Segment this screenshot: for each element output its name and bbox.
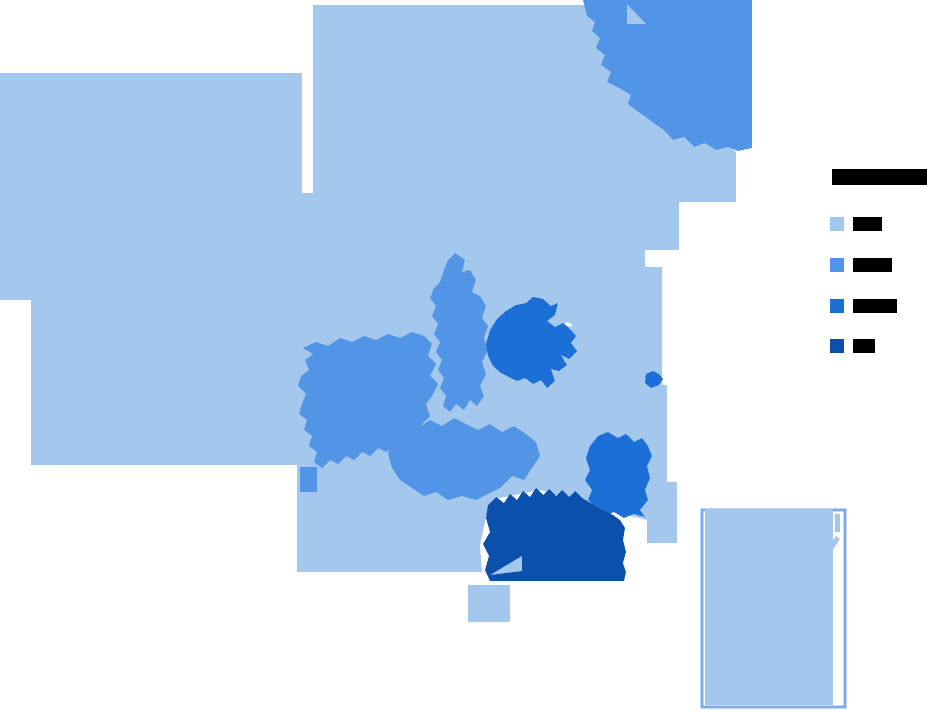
map-region-northeast[interactable] [583,0,752,151]
map-notch-northeast-triangle [627,4,646,24]
inset-dash-mark [828,536,840,551]
inset-island-mark [835,514,840,532]
legend-title-redacted [832,169,927,185]
legend-label-redacted-2 [853,258,892,272]
legend-label-redacted-4 [853,339,875,353]
legend-swatch-level2 [830,258,844,272]
map-notch-south-light [490,556,522,575]
legend-label-redacted-1 [853,217,882,231]
map-mark-white-dash [565,322,572,327]
legend-label-redacted-3 [853,299,897,313]
map-region-coastal-dot[interactable] [645,371,663,388]
legend-swatch-level4 [830,339,844,353]
legend-swatch-level3 [830,299,844,313]
legend-swatch-level1 [830,217,844,231]
map-region-south-dark[interactable] [483,488,626,581]
map-region-middle-east[interactable] [486,297,577,388]
map-region-central-arm[interactable] [430,253,488,412]
map-region-south-central[interactable] [388,418,540,500]
map-region-east-lower[interactable] [585,432,652,518]
inset-box-fill[interactable] [705,509,833,705]
map-region-south-fragment[interactable] [468,585,510,622]
map-region-mainland-light[interactable] [0,5,736,572]
map-region-small-square[interactable] [300,467,317,492]
